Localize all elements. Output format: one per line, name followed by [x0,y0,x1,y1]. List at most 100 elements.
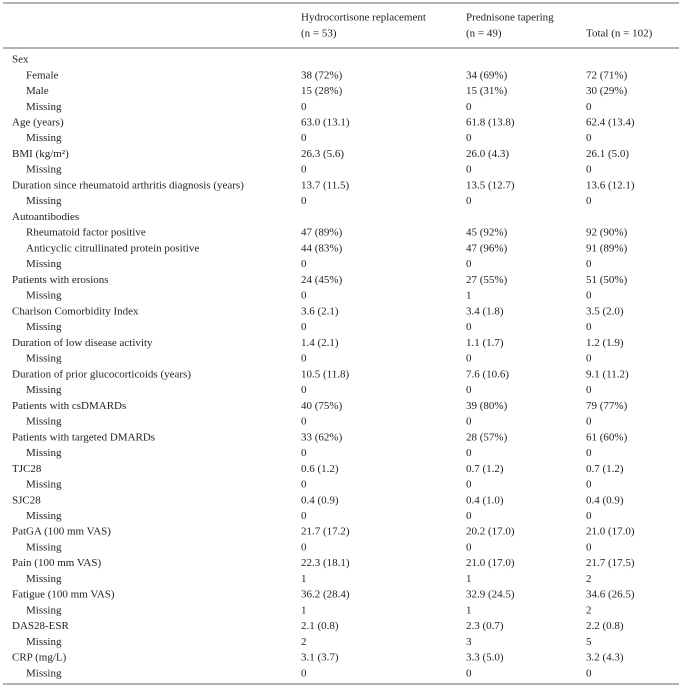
cell: 1.4 (2.1) [301,337,339,349]
cell: 0.7 (1.2) [466,463,504,475]
cell: 0 [586,416,592,428]
cell: 2 [586,573,592,585]
cell: 40 (75%) [301,400,343,412]
cell: 0 [586,510,592,522]
cell: 1 [466,290,472,302]
sub-row-label: Missing [26,447,62,459]
sub-row-label: Female [26,69,58,81]
cell: 0 [301,290,307,302]
cell: 39 (80%) [466,400,508,412]
row-label: Pain (100 mm VAS) [12,557,101,569]
cell: 0 [466,258,472,270]
cell: 0 [466,101,472,113]
cell: 0 [301,447,307,459]
cell: 0 [586,353,592,365]
cell: 47 (89%) [301,227,343,239]
cell: 0 [586,132,592,144]
cell: 38 (72%) [301,69,343,81]
row-label: Age (years) [12,116,64,128]
row-label: BMI (kg/m²) [12,148,69,160]
sub-row-label: Missing [26,604,62,616]
cell: 0 [586,321,592,333]
cell: 34.6 (26.5) [586,589,635,601]
row-label: Sex [12,54,29,66]
cell: 26.0 (4.3) [466,148,509,160]
row-label: CRP (mg/L) [12,652,67,664]
cell: 0 [301,258,307,270]
column-header: (n = 49) [466,28,502,40]
cell: 3.5 (2.0) [586,305,624,317]
cell: 0 [301,101,307,113]
row-label: Patients with csDMARDs [12,400,126,412]
cell: 10.5 (11.8) [301,368,350,380]
cell: 13.7 (11.5) [301,179,350,191]
cell: 0 [466,479,472,491]
cell: 2 [301,636,307,648]
sub-row-label: Missing [26,258,62,270]
cell: 0.4 (0.9) [586,494,624,506]
cell: 0 [586,384,592,396]
cell: 44 (83%) [301,242,343,254]
row-label: Duration of low disease activity [12,337,153,349]
cell: 0.4 (0.9) [301,494,339,506]
sub-row-label: Missing [26,132,62,144]
cell: 0 [586,101,592,113]
cell: 0 [466,195,472,207]
column-header: Total (n = 102) [586,28,653,40]
cell: 26.3 (5.6) [301,148,344,160]
sub-row-label: Missing [26,321,62,333]
cell: 9.1 (11.2) [586,368,629,380]
cell: 0 [586,258,592,270]
cell: 2.3 (0.7) [466,620,504,632]
row-label: Patients with erosions [12,274,109,286]
cell: 0.6 (1.2) [301,463,339,475]
sub-row-label: Missing [26,384,62,396]
cell: 13.6 (12.1) [586,179,635,191]
cell: 7.6 (10.6) [466,368,509,380]
cell: 33 (62%) [301,431,343,443]
cell: 72 (71%) [586,69,628,81]
cell: 0 [466,132,472,144]
sub-row-label: Missing [26,510,62,522]
cell: 0 [301,510,307,522]
cell: 92 (90%) [586,227,628,239]
cell: 2.2 (0.8) [586,620,624,632]
sub-row-label: Missing [26,667,62,679]
cell: 0.7 (1.2) [586,463,624,475]
cell: 26.1 (5.0) [586,148,629,160]
sub-row-label: Missing [26,353,62,365]
sub-row-label: Missing [26,636,62,648]
cell: 0 [301,384,307,396]
column-header: Hydrocortisone replacement [301,12,426,24]
cell: 3.6 (2.1) [301,305,339,317]
cell: 1.1 (1.7) [466,337,504,349]
row-label: Fatigue (100 mm VAS) [12,589,115,601]
cell: 0 [586,164,592,176]
cell: 0 [301,195,307,207]
cell: 21.0 (17.0) [586,526,635,538]
row-label: DAS28-ESR [12,620,70,632]
sub-row-label: Anticyclic citrullinated protein positiv… [26,242,199,254]
cell: 22.3 (18.1) [301,557,350,569]
sub-row-label: Missing [26,479,62,491]
cell: 3.1 (3.7) [301,652,339,664]
cell: 1.2 (1.9) [586,337,624,349]
cell: 0 [301,667,307,679]
cell: 13.5 (12.7) [466,179,515,191]
cell: 3 [466,636,472,648]
cell: 27 (55%) [466,274,508,286]
row-label: Duration of prior glucocorticoids (years… [12,368,191,380]
cell: 0 [586,479,592,491]
cell: 0 [466,541,472,553]
sub-row-label: Male [26,85,49,97]
cell: 0 [586,667,592,679]
cell: 0 [466,416,472,428]
sub-row-label: Missing [26,573,62,585]
row-label: TJC28 [12,463,42,475]
cell: 0 [466,447,472,459]
cell: 0 [466,510,472,522]
cell: 1 [466,573,472,585]
cell: 63.0 (13.1) [301,116,350,128]
cell: 21.0 (17.0) [466,557,515,569]
